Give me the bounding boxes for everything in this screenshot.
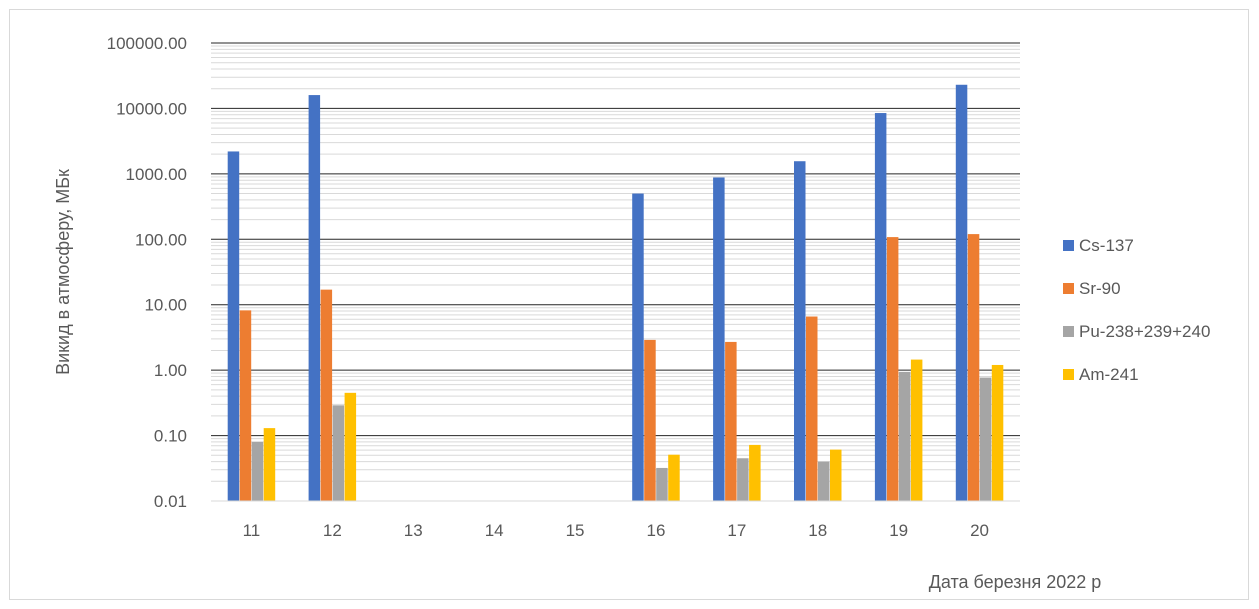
legend-label: Cs-137 (1079, 236, 1134, 255)
bar-sr-90-20 (967, 234, 980, 502)
x-tick-label: 19 (889, 521, 908, 540)
bars (227, 84, 1004, 502)
x-tick-label: 13 (404, 521, 423, 540)
bar-pu-238-239-240-12 (332, 405, 345, 501)
x-tick-label: 20 (970, 521, 989, 540)
bar-cs-137-18 (794, 161, 806, 501)
y-tick-label: 0.01 (154, 492, 187, 511)
bar-am-241-17 (749, 444, 761, 501)
legend-swatch (1063, 240, 1074, 251)
bar-pu-238-239-240-18 (818, 461, 830, 501)
bar-am-241-16 (668, 454, 680, 501)
bar-pu-238-239-240-16 (656, 467, 668, 501)
y-axis-title: Викид в атмосферу, МБк (53, 169, 73, 375)
y-tick-label: 10.00 (144, 296, 187, 315)
bar-sr-90-11 (239, 310, 252, 501)
bar-sr-90-19 (886, 237, 899, 501)
legend-swatch (1063, 283, 1074, 294)
y-tick-label: 10000.00 (116, 99, 187, 118)
legend-label: Am-241 (1079, 365, 1139, 384)
bar-sr-90-16 (644, 339, 656, 501)
bar-am-241-20 (991, 364, 1004, 501)
bar-am-241-19 (910, 359, 923, 501)
gridlines (211, 42, 1020, 482)
y-tick-label: 100000.00 (107, 34, 187, 53)
x-tick-label: 18 (808, 521, 827, 540)
bar-cs-137-19 (874, 113, 887, 501)
legend-swatch (1063, 369, 1074, 380)
x-tick-label: 12 (323, 521, 342, 540)
bar-cs-137-17 (713, 177, 725, 501)
bar-cs-137-12 (308, 95, 321, 501)
bar-pu-238-239-240-19 (898, 371, 911, 501)
legend: Cs-137 Sr-90 Pu-238+239+240 Am-241 (1063, 236, 1210, 384)
x-tick-label: 17 (727, 521, 746, 540)
legend-label: Sr-90 (1079, 279, 1121, 298)
y-axis-ticks: 0.01 0.10 1.00 10.00 100.00 1000.00 10000.00 10… (107, 34, 187, 511)
y-tick-label: 0.10 (154, 427, 187, 446)
bar-am-241-18 (830, 449, 842, 501)
x-tick-label: 11 (243, 521, 261, 540)
bar-sr-90-12 (320, 289, 333, 501)
bar-am-241-11 (263, 428, 276, 501)
bar-sr-90-17 (725, 341, 737, 501)
bar-cs-137-11 (227, 151, 240, 501)
bar-pu-238-239-240-17 (737, 458, 749, 501)
y-tick-label: 1000.00 (126, 165, 187, 184)
bar-cs-137-20 (955, 84, 968, 502)
y-tick-label: 100.00 (135, 230, 187, 249)
x-tick-label: 14 (485, 521, 504, 540)
x-axis-ticks: 11 12 13 14 15 16 17 18 19 20 (243, 521, 989, 540)
x-tick-label: 15 (566, 521, 585, 540)
bar-sr-90-18 (806, 316, 818, 501)
bar-pu-238-239-240-20 (979, 377, 992, 501)
x-tick-label: 16 (646, 521, 665, 540)
bar-pu-238-239-240-11 (251, 441, 264, 501)
y-tick-label: 1.00 (154, 361, 187, 380)
legend-swatch (1063, 326, 1074, 337)
bar-am-241-12 (344, 392, 357, 501)
bar-cs-137-16 (632, 193, 644, 501)
x-axis-title: Дата березня 2022 р (929, 572, 1102, 592)
legend-label: Pu-238+239+240 (1079, 322, 1210, 341)
